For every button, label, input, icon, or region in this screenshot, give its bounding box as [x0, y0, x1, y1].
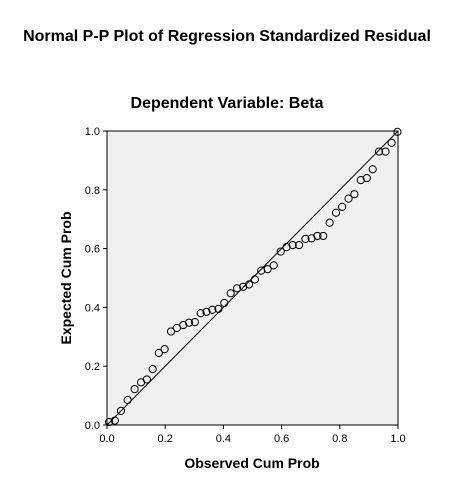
- y-tick-label: 1.0: [85, 126, 100, 138]
- x-tick-label: 0.2: [158, 433, 173, 445]
- data-point: [110, 416, 119, 425]
- data-point: [325, 218, 334, 227]
- data-point: [148, 365, 157, 374]
- data-point: [226, 289, 235, 298]
- data-point: [220, 298, 229, 308]
- data-point: [381, 147, 390, 156]
- data-point: [387, 138, 396, 147]
- data-point: [393, 127, 402, 136]
- x-tick-label: 0.0: [99, 433, 114, 445]
- y-tick-label: 0.6: [85, 244, 100, 256]
- y-axis-label: Expected Cum Prob: [58, 211, 74, 344]
- data-point: [130, 385, 139, 394]
- data-point: [239, 282, 248, 291]
- x-tick-label: 0.8: [332, 433, 347, 445]
- data-point: [276, 247, 285, 256]
- chart-title: Normal P-P Plot of Regression Standardiz…: [23, 28, 431, 45]
- x-axis-ticks: 0.0 0.2 0.4 0.6 0.8 1.0: [99, 425, 406, 445]
- data-point: [282, 243, 291, 252]
- data-point: [179, 320, 188, 330]
- data-point: [362, 173, 371, 183]
- data-point: [116, 406, 126, 415]
- data-point: [244, 280, 254, 289]
- data-point: [190, 318, 199, 327]
- data-point: [344, 194, 353, 203]
- data-point: [202, 307, 211, 316]
- data-point: [257, 266, 266, 275]
- data-point: [269, 261, 278, 270]
- data-point: [331, 208, 341, 217]
- data-point: [368, 165, 377, 174]
- data-point: [184, 318, 194, 327]
- data-point: [196, 309, 205, 318]
- x-tick-label: 1.0: [390, 433, 405, 445]
- data-point: [356, 175, 365, 185]
- data-point: [319, 231, 328, 241]
- data-point: [250, 275, 259, 284]
- data-points: [104, 127, 402, 427]
- x-tick-label: 0.4: [216, 433, 231, 445]
- data-point: [123, 395, 132, 405]
- data-point: [338, 202, 347, 211]
- data-point: [166, 327, 176, 336]
- data-point: [232, 284, 242, 293]
- data-point: [374, 147, 384, 156]
- reference-line: [106, 130, 399, 426]
- chart-subtitle: Dependent Variable: Beta: [131, 95, 324, 112]
- data-point: [288, 240, 297, 250]
- x-axis-label: Observed Cum Prob: [184, 455, 319, 471]
- y-tick-label: 0.0: [85, 420, 100, 432]
- data-point: [313, 231, 322, 241]
- y-tick-label: 0.2: [85, 361, 100, 373]
- data-point: [142, 375, 151, 384]
- data-point: [263, 265, 272, 274]
- data-point: [307, 234, 316, 243]
- data-point: [208, 305, 217, 314]
- y-tick-label: 0.4: [85, 302, 100, 314]
- data-point: [214, 304, 223, 313]
- y-axis-ticks: 0.0 0.2 0.4 0.6 0.8 1.0: [85, 126, 107, 432]
- x-tick-label: 0.6: [274, 433, 289, 445]
- data-point: [294, 240, 304, 250]
- data-point: [104, 417, 114, 427]
- data-point: [154, 348, 163, 358]
- y-tick-label: 0.8: [85, 185, 100, 197]
- data-point: [160, 345, 169, 354]
- data-point: [350, 190, 359, 199]
- data-point: [301, 234, 310, 243]
